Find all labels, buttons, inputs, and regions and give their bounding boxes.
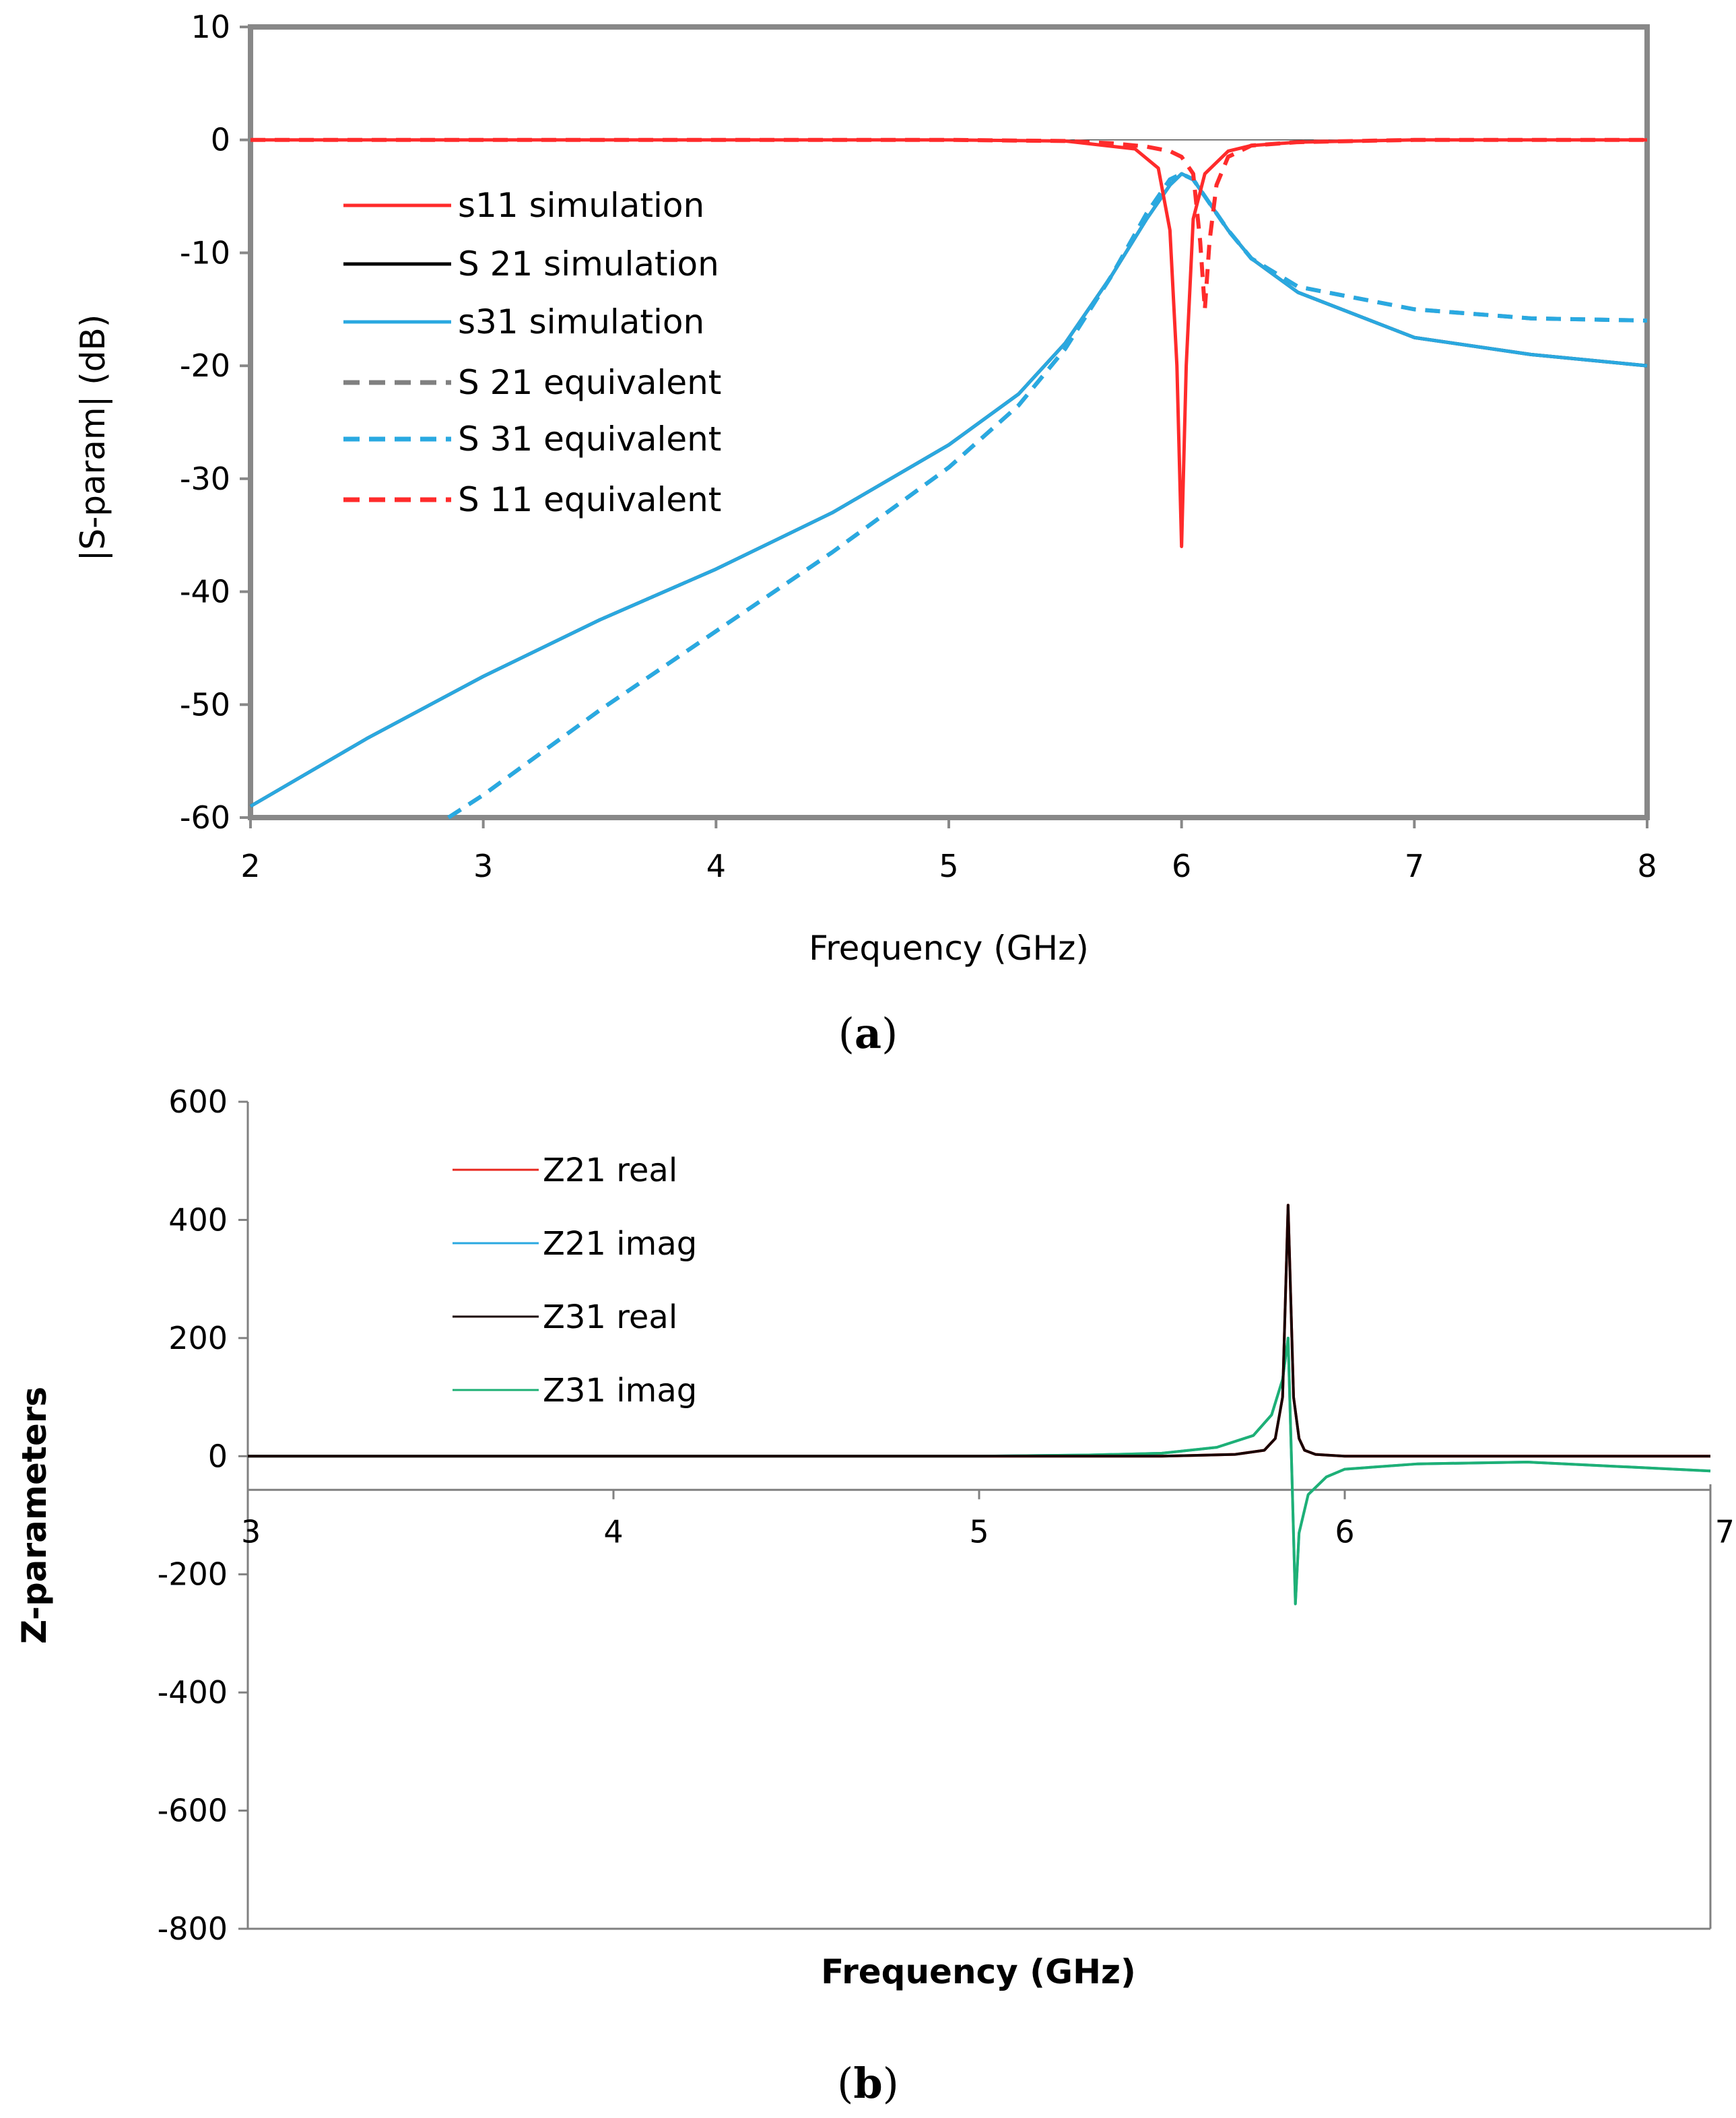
panel-a-ytick-label: -50 [180, 686, 230, 723]
panel-a-legend-label-s-21-simulation: S 21 simulation [458, 244, 719, 284]
panel-a-xtick-label: 6 [1172, 848, 1191, 884]
panel-b-xtick-label: 3 [241, 1513, 261, 1550]
panel-b-legend-label-z21-imag: Z21 imag [543, 1225, 697, 1263]
panel-a-xlabel: Frequency (GHz) [809, 929, 1089, 968]
panel-a-ytick-label: -10 [180, 234, 230, 271]
panel-a-xtick-label: 7 [1405, 848, 1424, 884]
panel-a-xtick-label: 8 [1637, 848, 1657, 884]
panel-b: 600 400 200 0 -200 -400 -600 -800 3 4 5 6 7 Z21 real… [15, 1084, 1735, 2108]
panel-a-xtick-label: 4 [706, 848, 726, 884]
panel-a-caption: (a) [838, 1009, 898, 1058]
panel-b-series-z31-real [248, 1203, 1710, 1458]
panel-a-ytick-label: -60 [180, 799, 230, 836]
panel-b-ytick-label: -600 [158, 1793, 228, 1829]
panel-b-xtick-label: 6 [1335, 1513, 1354, 1550]
panel-a-xtick-label: 2 [240, 848, 260, 884]
panel-a-legend-label-s31-simulation: s31 simulation [458, 302, 704, 341]
panel-b-legend-label-z31-real: Z31 real [543, 1298, 677, 1336]
panel-b-ytick-label: -800 [158, 1911, 228, 1947]
panel-a-series-s31-simulation [249, 172, 1648, 808]
panel-b-xtick-label: 4 [603, 1513, 623, 1550]
panel-b-xtick-label: 7 [1715, 1513, 1735, 1550]
panel-a-ytick-label: -30 [180, 461, 230, 497]
panel-a-xtick-label: 5 [939, 848, 958, 884]
panel-a-legend-label-s-11-equivalent: S 11 equivalent [458, 480, 721, 519]
panel-b-legend-label-z31-imag: Z31 imag [543, 1372, 697, 1410]
panel-a-xtick-label: 3 [473, 848, 493, 884]
panel-b-xlabel: Frequency (GHz) [821, 1952, 1136, 1991]
panel-b-ylabel: Z-parameters [15, 1387, 54, 1644]
panel-b-ytick-label: 200 [168, 1320, 228, 1356]
panel-a-ytick-label: -40 [180, 574, 230, 610]
panel-b-series-z21-imag [248, 1336, 1711, 1606]
panel-a-ylabel: |S-param| (dB) [73, 315, 112, 562]
panel-a-legend-label-s-21-equivalent: S 21 equivalent [458, 363, 721, 402]
panel-b-caption: (b) [837, 2059, 899, 2108]
panel-b-ytick-label: 600 [168, 1084, 228, 1120]
panel-a-legend-label-s11-simulation: s11 simulation [458, 186, 704, 225]
panel-a-plot-area [248, 24, 1650, 820]
panel-b-ytick-label: 400 [168, 1201, 228, 1238]
panel-a-ytick-label: 0 [211, 122, 230, 158]
panel-b-ytick-label: 0 [208, 1438, 228, 1474]
panel-a: 10 0 -10 -20 -30 -40 -50 -60 2 3 4 5 6 7 8 s11 simulat… [73, 9, 1657, 1058]
panel-a-series-s-31-equivalent [447, 172, 1648, 820]
panel-a-ytick-label: 10 [191, 9, 230, 45]
panel-a-ytick-label: -20 [180, 348, 230, 384]
panel-b-series-z31-imag [248, 1336, 1711, 1606]
panel-b-legend-label-z21-real: Z21 real [543, 1152, 677, 1189]
panel-b-xtick-label: 5 [969, 1513, 989, 1550]
panel-b-ytick-label: -400 [158, 1674, 228, 1711]
panel-a-legend-label-s-31-equivalent: S 31 equivalent [458, 420, 721, 459]
panel-b-ytick-label: -200 [158, 1556, 228, 1593]
